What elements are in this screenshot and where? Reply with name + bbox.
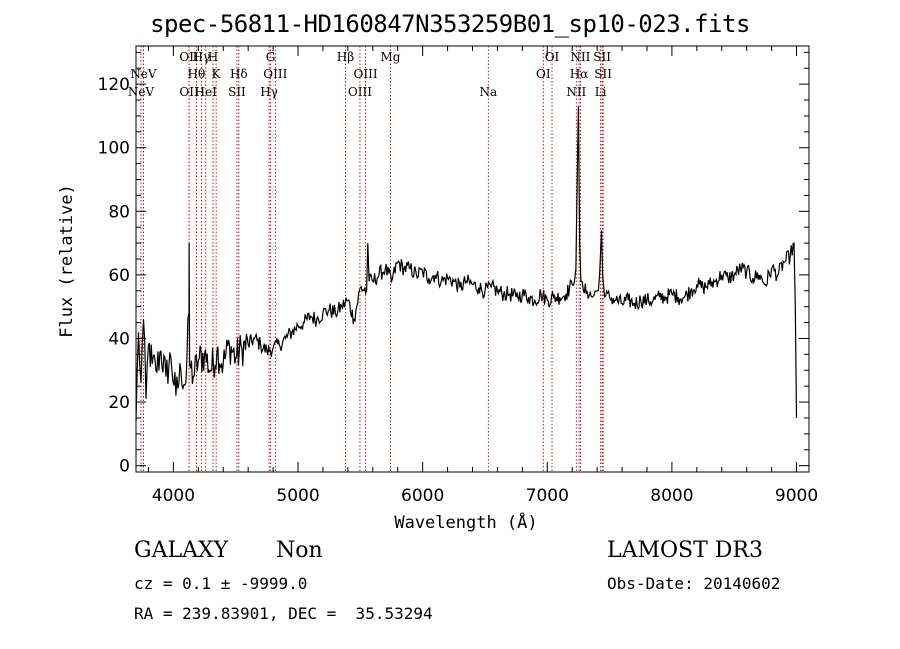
line-label: SII	[228, 85, 246, 99]
x-tick-label: 4000	[152, 486, 195, 506]
redshift-cz: cz = 0.1 ± -9999.0	[134, 574, 308, 593]
line-label: K	[212, 67, 222, 81]
line-label: NeV	[130, 67, 157, 81]
y-tick-label: 60	[108, 266, 130, 286]
line-label: SII	[593, 50, 611, 64]
line-label: Hγ	[260, 85, 278, 99]
object-class: GALAXY	[134, 538, 229, 563]
line-label: SII	[594, 67, 612, 81]
line-label: Hγ	[193, 50, 211, 64]
survey-name: LAMOST DR3	[607, 538, 763, 563]
line-label: NII	[570, 50, 590, 64]
line-label: NII	[566, 85, 586, 99]
line-label: Hβ	[337, 50, 354, 64]
x-tick-label: 8000	[650, 486, 693, 506]
chart-title: spec-56811-HD160847N353259B01_sp10-023.f…	[150, 10, 750, 38]
x-tick-label: 7000	[526, 486, 569, 506]
y-tick-label: 80	[108, 202, 130, 222]
spectrum-trace	[135, 106, 798, 422]
observation-date: Obs-Date: 20140602	[607, 574, 781, 593]
axis-ticks: 4000 5000 6000 7000 8000 9000 0 20 40 60 80 100 120	[98, 46, 818, 506]
emission-line-markers	[140, 46, 604, 472]
line-label: Hθ	[188, 67, 206, 81]
line-label: OIII	[263, 67, 287, 81]
y-axis-label: Flux (relative)	[57, 184, 77, 338]
ra-dec-coordinates: RA = 239.83901, DEC = 35.53294	[134, 604, 433, 623]
y-tick-label: 40	[108, 329, 130, 349]
line-label: Hα	[570, 67, 589, 81]
line-label: Na	[479, 85, 497, 99]
line-label: OIII	[348, 85, 372, 99]
line-label: NeV	[128, 85, 155, 99]
line-label: Mg	[381, 50, 401, 64]
line-label: Hδ	[230, 67, 248, 81]
line-label: H	[208, 50, 218, 64]
line-label: Li	[595, 85, 607, 99]
y-tick-label: 0	[119, 457, 130, 477]
line-label: HeI	[195, 85, 218, 99]
line-label: OI	[536, 67, 551, 81]
object-subclass: Non	[276, 538, 323, 563]
x-tick-label: 5000	[276, 486, 319, 506]
y-tick-label: 100	[98, 139, 130, 159]
line-label: OII	[179, 50, 199, 64]
x-axis-label: Wavelength (Å)	[394, 511, 537, 533]
line-label: OI	[545, 50, 560, 64]
line-label: OII	[179, 85, 199, 99]
line-label: G	[266, 50, 276, 64]
line-label: OIII	[354, 67, 378, 81]
x-tick-label: 6000	[401, 486, 444, 506]
y-tick-label: 120	[98, 75, 130, 95]
y-tick-label: 20	[108, 393, 130, 413]
x-tick-label: 9000	[775, 486, 818, 506]
